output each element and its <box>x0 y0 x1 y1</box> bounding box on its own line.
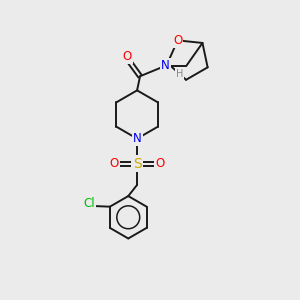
Text: S: S <box>133 157 142 171</box>
Text: H: H <box>176 69 184 79</box>
Text: N: N <box>161 59 170 72</box>
Text: O: O <box>122 50 131 63</box>
Text: N: N <box>133 132 142 145</box>
Text: Cl: Cl <box>83 197 94 210</box>
Text: O: O <box>173 34 182 47</box>
Text: O: O <box>155 157 164 170</box>
Text: O: O <box>110 157 119 170</box>
